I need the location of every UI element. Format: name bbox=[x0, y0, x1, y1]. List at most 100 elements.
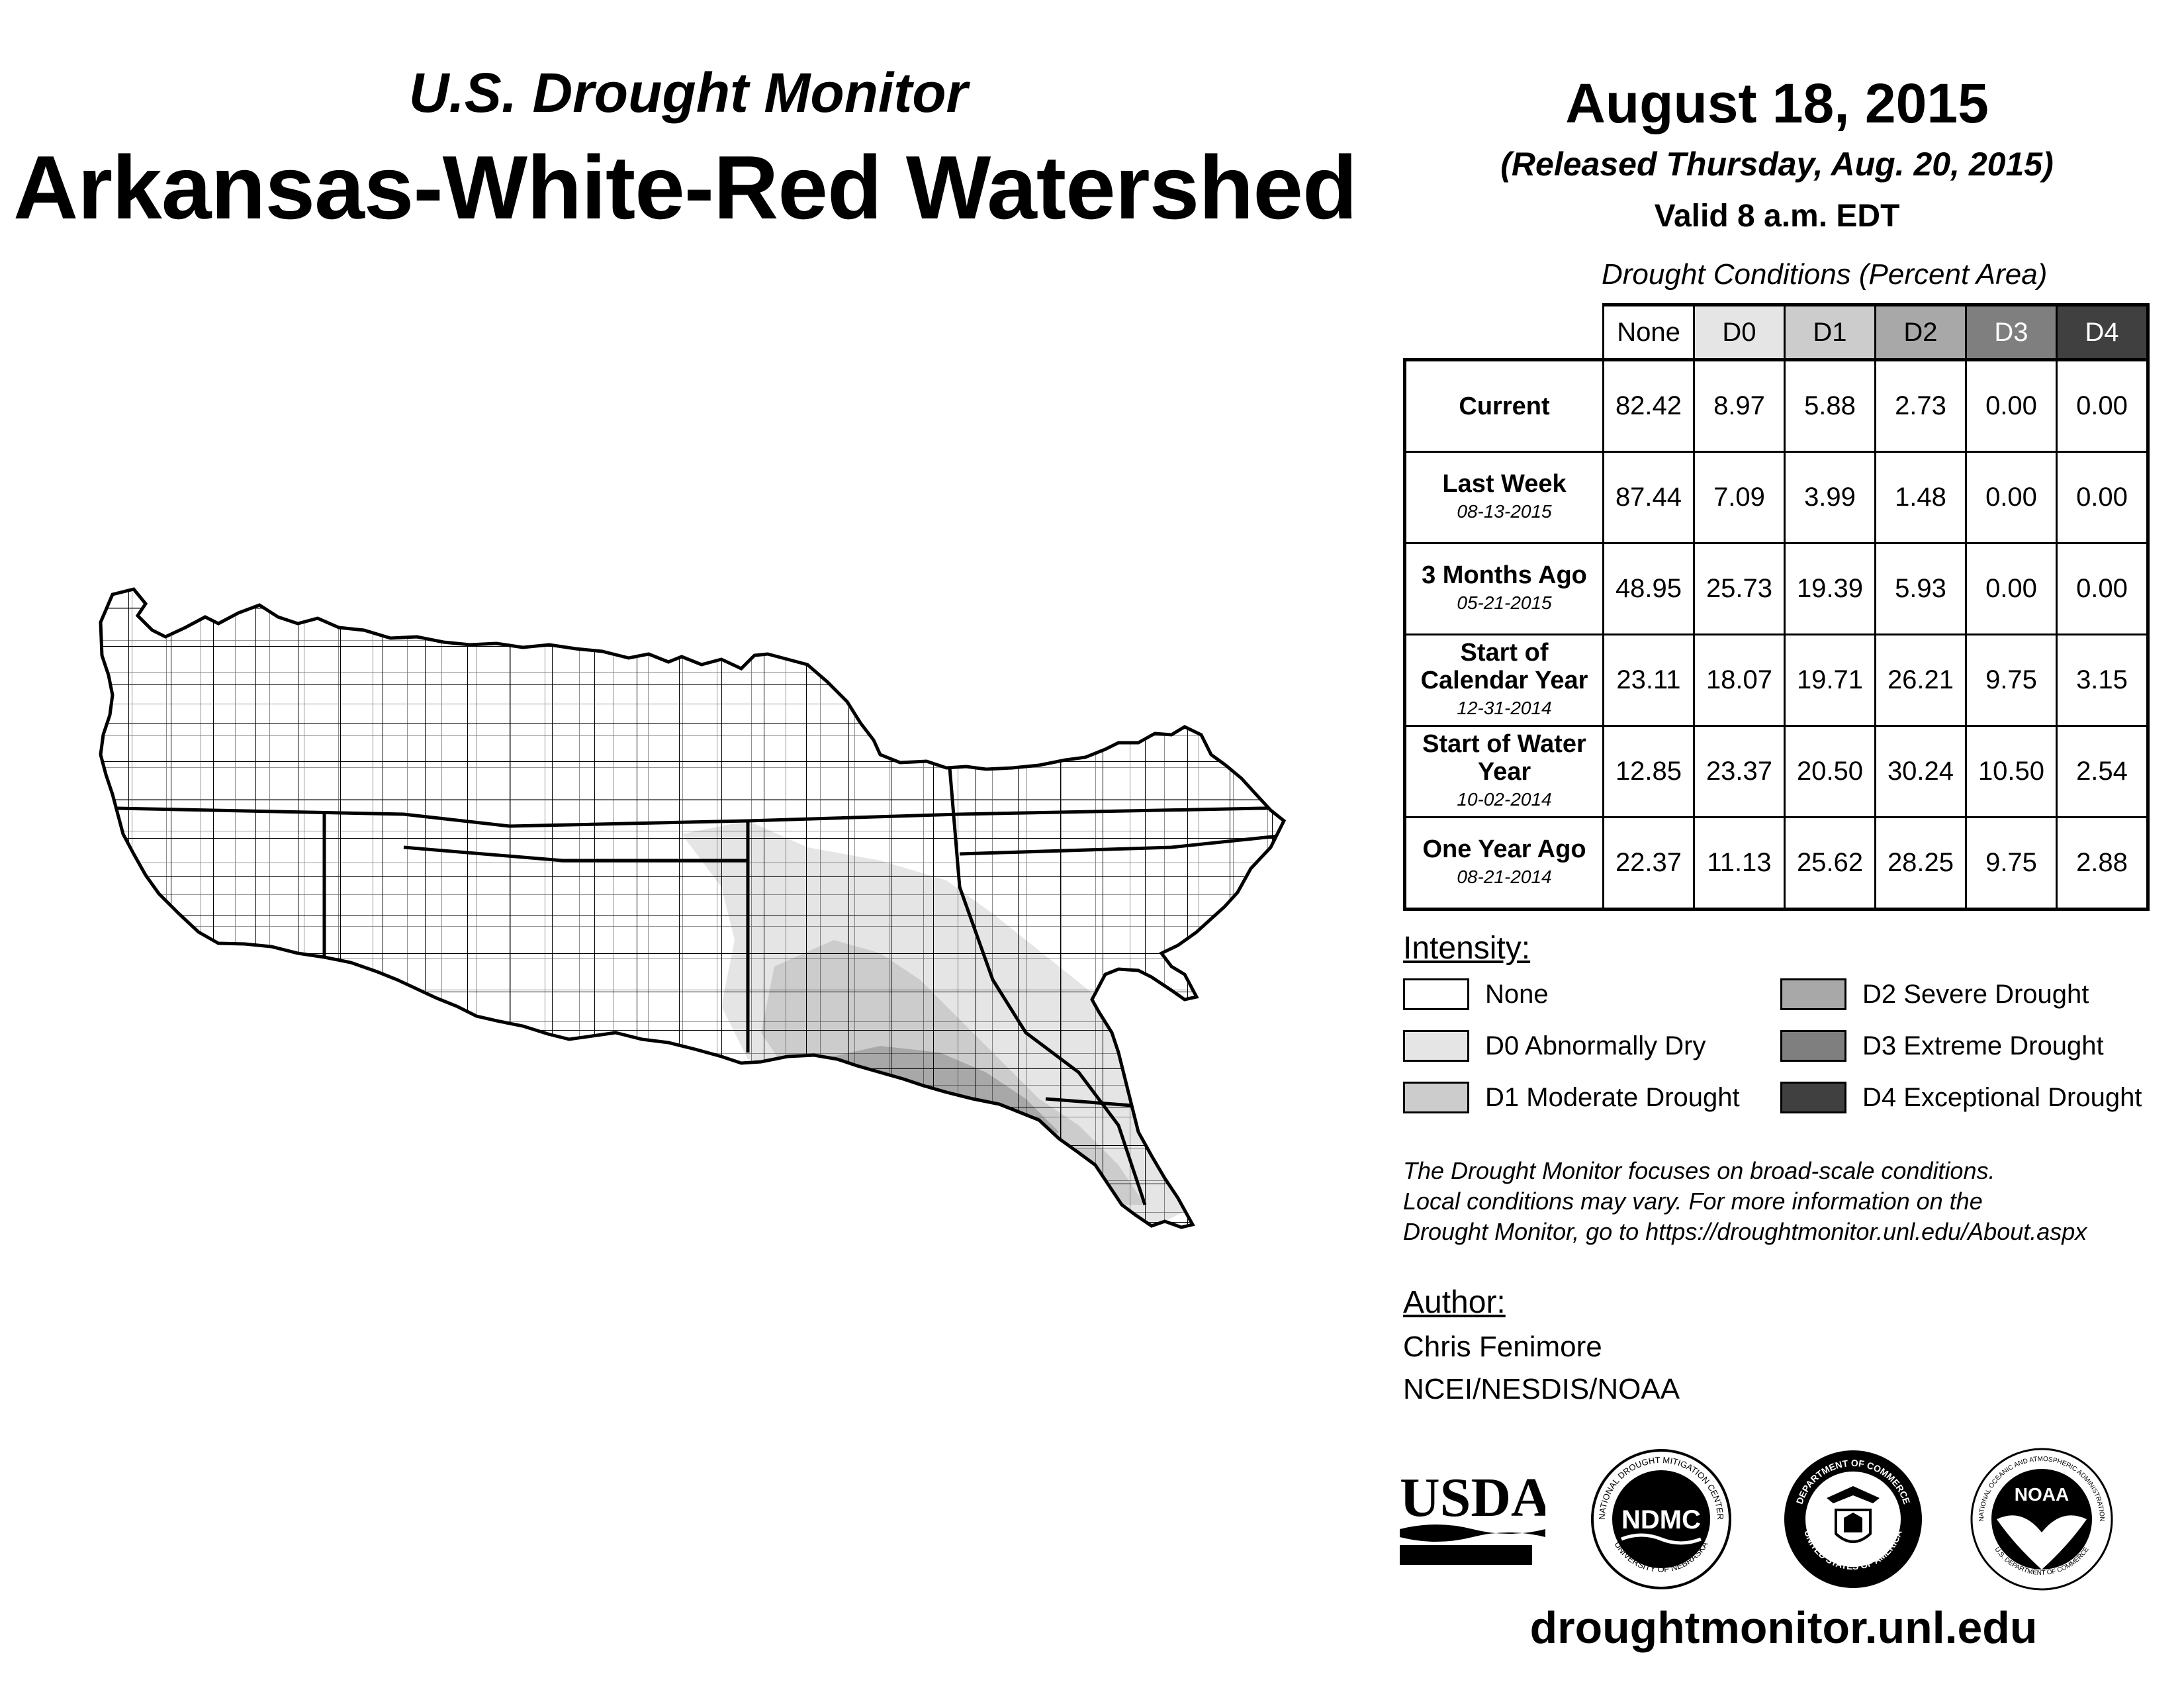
legend-label: D4 Exceptional Drought bbox=[1862, 1082, 2142, 1112]
table-header-row: None D0 D1 D2 D3 D4 bbox=[1404, 303, 2150, 361]
county-lines-secondary bbox=[101, 589, 1284, 1227]
table-cell-d4: 2.88 bbox=[2056, 816, 2150, 911]
disclaimer-line: Drought Monitor, go to https://droughtmo… bbox=[1403, 1218, 2087, 1245]
row-label-text: Start of Water Year bbox=[1422, 729, 1586, 786]
row-label-text: Current bbox=[1459, 392, 1550, 420]
table-cell-d2: 26.21 bbox=[1874, 633, 1967, 727]
column-header-d0: D0 bbox=[1693, 303, 1786, 361]
usda-logo: USDA bbox=[1400, 1467, 1545, 1565]
table-cell-d1: 3.99 bbox=[1784, 451, 1876, 544]
noaa-bird-icon bbox=[1997, 1515, 2087, 1570]
table-cell-d3: 0.00 bbox=[1965, 358, 2058, 453]
noaa-logo: NATIONAL OCEANIC AND ATMOSPHERIC ADMINIS… bbox=[1970, 1448, 2113, 1591]
table-cell-d2: 5.93 bbox=[1874, 542, 1967, 635]
date-block: August 18, 2015 (Released Thursday, Aug.… bbox=[1430, 71, 2124, 234]
table-cell-d0: 7.09 bbox=[1693, 451, 1786, 544]
table-cell-d1: 19.39 bbox=[1784, 542, 1876, 635]
ndmc-logo: NATIONAL DROUGHT MITIGATION CENTER UNIVE… bbox=[1591, 1449, 1731, 1589]
website-link[interactable]: droughtmonitor.unl.edu bbox=[1529, 1603, 2038, 1653]
table-row: Start of Calendar Year 12-31-2014 23.11 18.… bbox=[1403, 633, 2150, 727]
table-row: Current 82.42 8.97 5.88 2.73 0.00 0.00 bbox=[1403, 358, 2150, 453]
row-label-text: 3 Months Ago bbox=[1422, 561, 1587, 589]
table-cell-d2: 30.24 bbox=[1874, 725, 1967, 818]
table-cell-d1: 5.88 bbox=[1784, 358, 1876, 453]
table-cell-d4: 3.15 bbox=[2056, 633, 2150, 727]
legend-swatch bbox=[1780, 1030, 1846, 1062]
table-cell-none: 87.44 bbox=[1602, 451, 1695, 544]
table-cell-d4: 2.54 bbox=[2056, 725, 2150, 818]
table-cell-d4: 0.00 bbox=[2056, 542, 2150, 635]
valid-time: Valid 8 a.m. EDT bbox=[1654, 199, 1900, 234]
state-boundaries bbox=[101, 727, 1284, 1205]
table-cell-d0: 23.37 bbox=[1693, 725, 1786, 818]
watershed-map bbox=[86, 569, 1324, 1364]
eagle-icon bbox=[1827, 1486, 1880, 1503]
map-subtitle: U.S. Drought Monitor bbox=[408, 62, 968, 124]
column-header-d3: D3 bbox=[1965, 303, 2058, 361]
table-cell-d0: 11.13 bbox=[1693, 816, 1786, 911]
legend-item: D3 Extreme Drought bbox=[1780, 1030, 2104, 1062]
table-cell-none: 23.11 bbox=[1602, 633, 1695, 727]
table-body: Current 82.42 8.97 5.88 2.73 0.00 0.00 Last Wee… bbox=[1403, 358, 2150, 911]
author-org: NCEI/NESDIS/NOAA bbox=[1403, 1373, 1680, 1405]
table-cell-none: 48.95 bbox=[1602, 542, 1695, 635]
table-row: One Year Ago 08-21-2014 22.37 11.13 25.62 28.… bbox=[1403, 816, 2150, 911]
ndmc-logo-text: NDMC bbox=[1621, 1505, 1701, 1534]
legend-label: D3 Extreme Drought bbox=[1862, 1031, 2104, 1060]
column-header-d2: D2 bbox=[1874, 303, 1967, 361]
table-cell-none: 82.42 bbox=[1602, 358, 1695, 453]
legend-swatch bbox=[1780, 1082, 1846, 1113]
table-caption: Drought Conditions (Percent Area) bbox=[1602, 258, 2048, 291]
table-cell-d3: 0.00 bbox=[1965, 542, 2058, 635]
column-header-d4: D4 bbox=[2056, 303, 2150, 361]
map-date: August 18, 2015 bbox=[1565, 72, 1989, 134]
table-cell-d1: 25.62 bbox=[1784, 816, 1876, 911]
table-cell-d3: 10.50 bbox=[1965, 725, 2058, 818]
row-label-text: Last Week bbox=[1442, 469, 1567, 498]
intensity-heading: Intensity: bbox=[1403, 931, 1531, 966]
table-cell-d3: 0.00 bbox=[1965, 451, 2058, 544]
table-cell-d2: 28.25 bbox=[1874, 816, 1967, 911]
table-cell-d4: 0.00 bbox=[2056, 451, 2150, 544]
table-cell-none: 12.85 bbox=[1602, 725, 1695, 818]
table-cell-d2: 1.48 bbox=[1874, 451, 1967, 544]
legend-item: D4 Exceptional Drought bbox=[1780, 1082, 2142, 1113]
table-cell-d0: 8.97 bbox=[1693, 358, 1786, 453]
usda-logo-text: USDA bbox=[1400, 1467, 1545, 1528]
row-date: 08-21-2014 bbox=[1457, 866, 1552, 887]
drought-conditions-table: None D0 D1 D2 D3 D4 Current 82.42 8.97 5.88 2.73 0… bbox=[1403, 303, 2150, 911]
author-name: Chris Fenimore bbox=[1403, 1331, 1602, 1363]
legend-swatch bbox=[1403, 1030, 1469, 1062]
row-label: One Year Ago 08-21-2014 bbox=[1403, 816, 1604, 911]
row-date: 05-21-2015 bbox=[1457, 592, 1552, 613]
legend-item: None bbox=[1403, 978, 1549, 1010]
department-of-commerce-seal: DEPARTMENT OF COMMERCE UNITED STATES OF … bbox=[1784, 1450, 1922, 1588]
row-date: 12-31-2014 bbox=[1457, 697, 1552, 718]
drought-shading bbox=[101, 589, 1284, 1227]
disclaimer-line: The Drought Monitor focuses on broad-sca… bbox=[1403, 1157, 1995, 1184]
legend-item: D1 Moderate Drought bbox=[1403, 1082, 1740, 1113]
row-label-text: Start of Calendar Year bbox=[1420, 638, 1588, 694]
shield-icon bbox=[1835, 1509, 1872, 1543]
row-date: 08-13-2015 bbox=[1457, 500, 1552, 522]
disclaimer-line: Local conditions may vary. For more info… bbox=[1403, 1188, 1983, 1215]
table-row: Last Week 08-13-2015 87.44 7.09 3.99 1.48 0.00… bbox=[1403, 451, 2150, 544]
table-corner bbox=[1404, 305, 1604, 361]
column-header-none: None bbox=[1602, 303, 1695, 361]
disclaimer: The Drought Monitor focuses on broad-sca… bbox=[1403, 1156, 2087, 1247]
table-cell-d0: 25.73 bbox=[1693, 542, 1786, 635]
table-cell-d1: 20.50 bbox=[1784, 725, 1876, 818]
column-header-d1: D1 bbox=[1784, 303, 1876, 361]
row-date: 10-02-2014 bbox=[1457, 788, 1552, 810]
table-cell-d3: 9.75 bbox=[1965, 633, 2058, 727]
table-cell-d2: 2.73 bbox=[1874, 358, 1967, 453]
noaa-logo-text: NOAA bbox=[2015, 1484, 2069, 1505]
row-label: Start of Calendar Year 12-31-2014 bbox=[1403, 633, 1604, 727]
legend-swatch bbox=[1403, 978, 1469, 1010]
legend-swatch bbox=[1403, 1082, 1469, 1113]
table-cell-none: 22.37 bbox=[1602, 816, 1695, 911]
table-cell-d4: 0.00 bbox=[2056, 358, 2150, 453]
row-label: Last Week 08-13-2015 bbox=[1403, 451, 1604, 544]
legend-label: D1 Moderate Drought bbox=[1485, 1082, 1740, 1112]
table-row: Start of Water Year 10-02-2014 12.85 23.37 2… bbox=[1403, 725, 2150, 818]
